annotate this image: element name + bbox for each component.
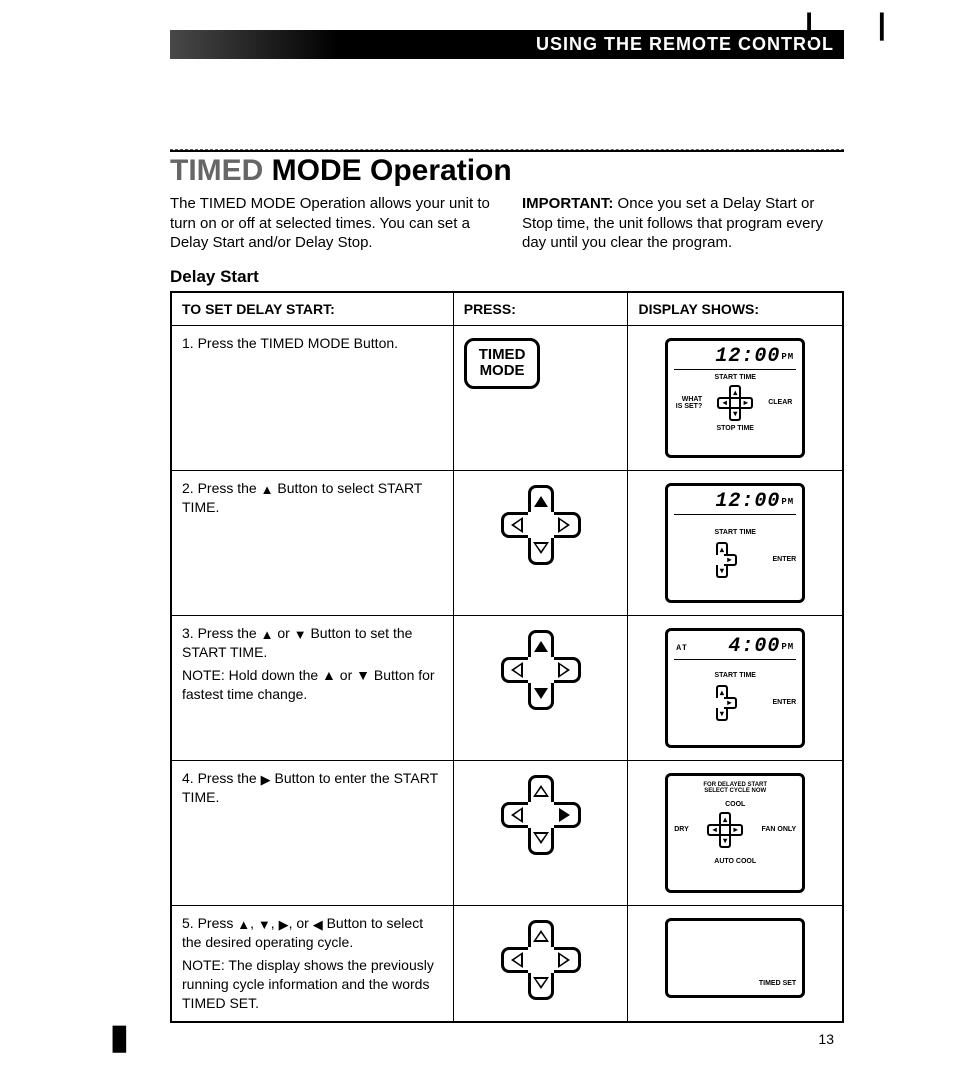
lcd-display: 12:00PM START TIME ▴▾ ▸ ENTER [665, 483, 805, 603]
instruction-table: TO SET DELAY START: PRESS: DISPLAY SHOWS… [170, 291, 844, 1023]
mini-dpad-icon: ▴▾◂▸ [707, 812, 743, 848]
dpad-icon [501, 920, 581, 1000]
up-triangle-icon: ▲ [261, 482, 274, 497]
up-triangle-icon: ▲ [237, 917, 250, 932]
lcd-display: TIMED SET [665, 918, 805, 998]
mini-enter-icon: ▴▾ ▸ [709, 542, 735, 578]
instruction: 3. Press the ▲ or ▼ Button to set the ST… [171, 615, 453, 760]
display-cell: 12:00PM START TIME ▴▾ ▸ ENTER [628, 470, 843, 615]
press-cell [453, 905, 628, 1022]
instruction: 2. Press the ▲ Button to select START TI… [171, 470, 453, 615]
table-row: 1. Press the TIMED MODE Button. TIMED MO… [171, 325, 843, 470]
display-cell: FOR DELAYED START SELECT CYCLE NOW COOL … [628, 760, 843, 905]
table-row: 2. Press the ▲ Button to select START TI… [171, 470, 843, 615]
th-to-set: TO SET DELAY START: [171, 292, 453, 326]
instruction: 1. Press the TIMED MODE Button. [171, 325, 453, 470]
lcd-display: 12:00PM START TIME WHAT IS SET? ▴▾◂▸ CLE… [665, 338, 805, 458]
display-cell: AT4:00PM START TIME ▴▾ ▸ ENTER [628, 615, 843, 760]
dpad-icon [501, 485, 581, 565]
page-title: TIMED MODE Operation [170, 154, 844, 188]
corner-mark: ▮ [110, 1017, 129, 1057]
right-triangle-icon: ▶ [261, 772, 271, 787]
timed-mode-button: TIMED MODE [464, 338, 541, 389]
section-header: USING THE REMOTE CONTROL [170, 30, 844, 59]
left-triangle-icon: ◀ [313, 917, 323, 932]
intro-right: IMPORTANT: Once you set a Delay Start or… [522, 194, 844, 253]
intro-left: The TIMED MODE Operation allows your uni… [170, 194, 492, 253]
table-row: 4. Press the ▶ Button to enter the START… [171, 760, 843, 905]
down-triangle-icon: ▼ [294, 627, 307, 642]
press-cell [453, 615, 628, 760]
table-row: 3. Press the ▲ or ▼ Button to set the ST… [171, 615, 843, 760]
table-row: 5. Press ▲, ▼, ▶, or ◀ Button to select … [171, 905, 843, 1022]
right-triangle-icon: ▶ [279, 917, 289, 932]
mini-dpad-icon: ▴▾◂▸ [717, 385, 753, 421]
press-cell: TIMED MODE [453, 325, 628, 470]
crop-marks: | | [805, 8, 914, 42]
dpad-icon [501, 775, 581, 855]
lcd-display: FOR DELAYED START SELECT CYCLE NOW COOL … [665, 773, 805, 893]
press-cell [453, 760, 628, 905]
display-cell: TIMED SET [628, 905, 843, 1022]
divider [170, 150, 844, 152]
press-cell [453, 470, 628, 615]
up-triangle-icon: ▲ [261, 627, 274, 642]
instruction: 5. Press ▲, ▼, ▶, or ◀ Button to select … [171, 905, 453, 1022]
lcd-display: AT4:00PM START TIME ▴▾ ▸ ENTER [665, 628, 805, 748]
mini-enter-icon: ▴▾ ▸ [709, 685, 735, 721]
dpad-icon [501, 630, 581, 710]
intro-columns: The TIMED MODE Operation allows your uni… [170, 194, 844, 253]
instruction: 4. Press the ▶ Button to enter the START… [171, 760, 453, 905]
display-cell: 12:00PM START TIME WHAT IS SET? ▴▾◂▸ CLE… [628, 325, 843, 470]
page-number: 13 [818, 1031, 834, 1047]
down-triangle-icon: ▼ [258, 917, 271, 932]
th-display: DISPLAY SHOWS: [628, 292, 843, 326]
subheading: Delay Start [170, 267, 844, 287]
th-press: PRESS: [453, 292, 628, 326]
